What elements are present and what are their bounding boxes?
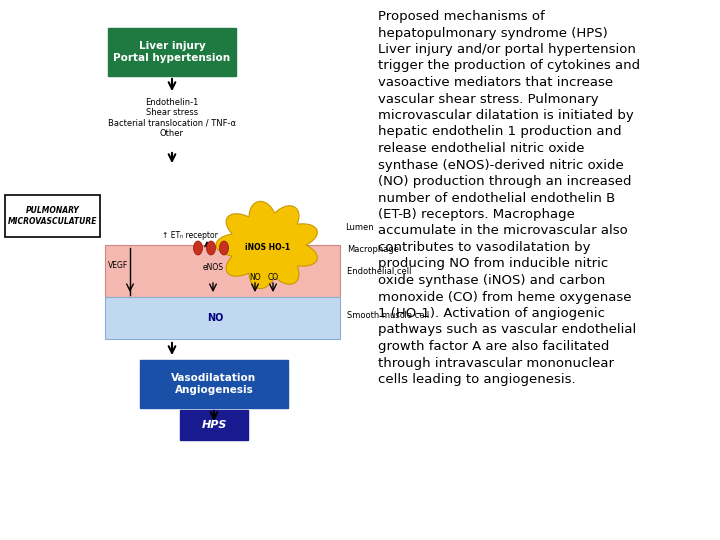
- Text: NO: NO: [249, 273, 261, 282]
- Text: Endothelin-1
Shear stress
Bacterial translocation / TNF-α
Other: Endothelin-1 Shear stress Bacterial tran…: [108, 98, 236, 138]
- Text: HPS: HPS: [202, 420, 227, 430]
- Ellipse shape: [207, 241, 215, 255]
- Text: NO: NO: [207, 313, 223, 323]
- Bar: [105, 297, 340, 339]
- Text: Endothelial cell: Endothelial cell: [347, 267, 412, 276]
- Ellipse shape: [220, 241, 228, 255]
- Text: Smooth muscle cell: Smooth muscle cell: [347, 310, 429, 320]
- Text: iNOS HO-1: iNOS HO-1: [246, 242, 291, 252]
- Text: Proposed mechanisms of
hepatopulmonary syndrome (HPS)
Liver injury and/or portal: Proposed mechanisms of hepatopulmonary s…: [378, 10, 640, 386]
- Text: Lumen: Lumen: [345, 224, 374, 233]
- Text: Vasodilatation
Angiogenesis: Vasodilatation Angiogenesis: [171, 373, 256, 395]
- Bar: [105, 245, 340, 297]
- Text: ↑ ETₙ receptor: ↑ ETₙ receptor: [162, 231, 218, 240]
- Text: eNOS: eNOS: [202, 264, 223, 273]
- Text: PULMONARY
MICROVASCULATURE: PULMONARY MICROVASCULATURE: [8, 206, 97, 226]
- Polygon shape: [216, 201, 318, 288]
- Bar: [180, 410, 248, 440]
- Text: VEGF: VEGF: [108, 260, 128, 269]
- Bar: [108, 28, 236, 76]
- Text: Macrophage: Macrophage: [347, 246, 399, 254]
- Bar: [5, 195, 100, 237]
- Text: Liver injury
Portal hypertension: Liver injury Portal hypertension: [114, 41, 230, 63]
- Text: CO: CO: [267, 273, 279, 282]
- Ellipse shape: [194, 241, 202, 255]
- Bar: [140, 360, 288, 408]
